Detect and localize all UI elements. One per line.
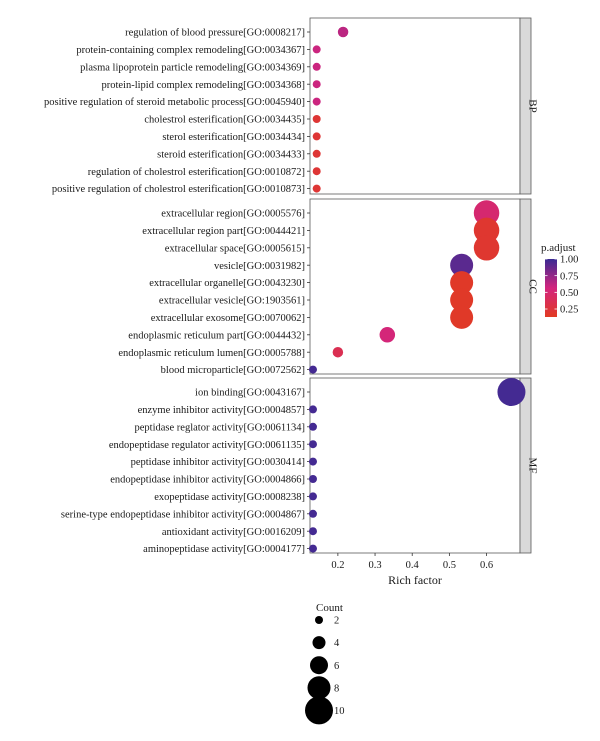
data-point [312,184,321,193]
data-point [450,288,474,312]
size-legend-label: 6 [334,661,339,672]
panel-frame [309,17,521,195]
panel-frame [309,377,521,554]
size-legend-circle [305,696,333,725]
y-tick-label: endoplasmic reticulum lumen[GO:0005788] [118,348,305,359]
y-tick-label: protein-containing complex remodeling[GO… [76,45,305,56]
y-tick-label: vesicle[GO:0031982] [214,261,305,272]
y-tick-label: blood microparticle[GO:0072562] [161,365,305,376]
data-point [308,475,317,483]
y-tick-label: peptidase inhibitor activity[GO:0030414] [131,457,305,468]
facet-strip [519,198,532,375]
data-point [308,509,317,518]
data-point [450,253,474,277]
x-tick-label: 0.3 [368,560,381,571]
size-legend-title: Count [316,602,343,614]
y-tick-label: steroid esterification[GO:0034433] [157,149,305,160]
y-tick-label: exopeptidase activity[GO:0008238] [154,492,305,503]
y-tick-label: regulation of cholestrol esterification[… [88,167,305,178]
data-point [312,167,321,176]
data-point [332,346,344,358]
data-point [312,115,321,123]
data-point [312,62,321,71]
y-tick-label: extracellular organelle[GO:0043230] [149,278,305,289]
y-tick-label: positive regulation of cholestrol esteri… [52,184,305,195]
y-tick-label: cholestrol esterification[GO:0034435] [144,115,305,126]
size-legend-circle [315,616,323,624]
y-tick-label: aminopeptidase activity[GO:0004177] [143,544,305,555]
y-tick-label: ion binding[GO:0043167] [195,388,305,399]
y-tick-label: endoplasmic reticulum part[GO:0044432] [128,330,305,341]
size-legend-circle [310,656,328,675]
color-legend-label: 0.25 [560,305,578,316]
data-point [308,365,317,374]
y-tick-label: endopeptidase inhibitor activity[GO:0004… [110,475,305,486]
y-tick-label: enzyme inhibitor activity[GO:0004857] [138,405,305,416]
data-point [308,544,317,553]
data-point [308,492,317,501]
size-legend-label: 8 [334,683,339,694]
y-tick-label: serine-type endopeptidase inhibitor acti… [61,509,305,520]
data-point [312,45,321,54]
data-point [450,305,474,329]
data-point [337,26,349,38]
y-tick-label: peptidase reglator activity[GO:0061134] [135,422,305,433]
facet-strip-label: MF [527,458,539,474]
data-point [312,132,321,141]
y-tick-label: protein-lipid complex remodeling[GO:0034… [101,80,305,91]
y-tick-label: plasma lipoprotein particle remodeling[G… [80,62,305,73]
data-point [308,527,317,536]
y-tick-label: extracellular region part[GO:0044421] [142,226,305,237]
x-tick-label: 0.4 [406,560,420,571]
size-legend-circle [307,676,331,700]
facet-strip-label: CC [527,279,539,294]
data-point [312,97,321,106]
data-point [308,405,317,414]
size-legend-label: 4 [334,638,340,649]
color-legend-title: p.adjust [541,242,576,254]
x-axis-title: Rich factor [388,573,442,587]
y-tick-label: extracellular exosome[GO:0070062] [151,313,305,324]
data-point [308,440,317,449]
y-tick-label: extracellular space[GO:0005615] [165,243,305,254]
data-point [308,422,317,431]
y-tick-label: extracellular vesicle[GO:1903561] [159,296,305,307]
data-point [312,80,321,89]
y-tick-label: regulation of blood pressure[GO:0008217] [125,28,305,39]
color-legend-label: 0.75 [560,271,578,282]
size-legend-circle [312,636,326,650]
data-point [497,378,526,406]
size-legend-label: 2 [334,616,339,627]
color-legend-label: 1.00 [560,255,578,266]
facet-strip-label: BP [527,99,539,112]
x-tick-label: 0.2 [331,560,344,571]
color-legend-bar [545,259,557,317]
y-tick-label: sterol esterification[GO:0034434] [162,132,305,143]
data-point [379,327,396,343]
y-tick-label: positive regulation of steroid metabolic… [44,97,305,108]
x-tick-label: 0.6 [480,560,493,571]
data-point [308,457,317,466]
x-tick-label: 0.5 [443,560,456,571]
y-tick-label: endopeptidase regulator activity[GO:0061… [109,440,305,451]
color-legend-label: 0.50 [560,288,578,299]
data-point [450,271,474,295]
y-tick-label: extracellular region[GO:0005576] [161,209,305,220]
data-point [312,149,321,158]
facet-strip [519,17,532,195]
size-legend-label: 10 [334,706,345,717]
facet-strip [519,377,532,554]
data-point [473,235,500,261]
y-tick-label: antioxidant activity[GO:0016209] [162,527,305,538]
